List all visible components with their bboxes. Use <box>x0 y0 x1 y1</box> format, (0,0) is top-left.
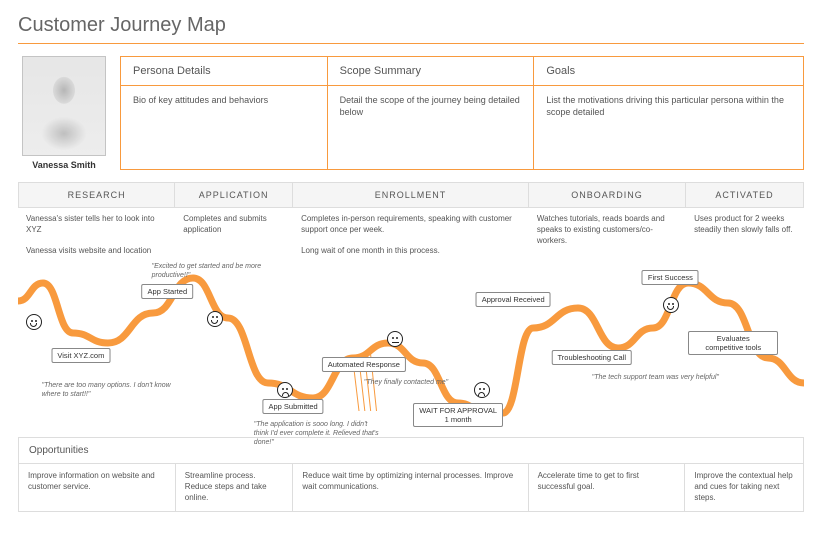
opportunity-cell: Streamline process. Reduce steps and tak… <box>176 464 294 510</box>
stage-desc: Watches tutorials, reads boards and spea… <box>529 208 686 263</box>
opportunities-title: Opportunities <box>19 438 803 464</box>
stage-desc: Completes in-person requirements, speaki… <box>293 208 529 263</box>
opportunity-cell: Accelerate time to get to first successf… <box>529 464 686 510</box>
emoji-happy-icon <box>26 314 42 330</box>
detail-cell: GoalsList the motivations driving this p… <box>534 57 803 169</box>
stage-header: ENROLLMENT <box>293 183 529 207</box>
journey-callout: Evaluatescompetitive tools <box>688 331 778 355</box>
journey-callout: App Started <box>142 284 194 299</box>
emoji-happy-icon <box>663 297 679 313</box>
journey-curve <box>18 263 804 433</box>
emoji-sad-icon <box>474 382 490 398</box>
journey-quote: "The application is sooo long. I didn't … <box>254 421 384 447</box>
detail-body: Bio of key attitudes and behaviors <box>121 86 327 134</box>
stage-header: ACTIVATED <box>686 183 804 207</box>
detail-head: Goals <box>534 57 803 86</box>
persona-column: Vanessa Smith <box>18 56 110 170</box>
detail-head: Persona Details <box>121 57 327 86</box>
detail-body: Detail the scope of the journey being de… <box>328 86 534 146</box>
stage-desc: Uses product for 2 weeks steadily then s… <box>686 208 804 263</box>
journey-callout: Automated Response <box>322 357 406 372</box>
journey-quote: "The tech support team was very helpful" <box>592 374 719 383</box>
persona-avatar <box>22 56 106 156</box>
emoji-happy-icon <box>207 311 223 327</box>
opportunity-cell: Reduce wait time by optimizing internal … <box>293 464 528 510</box>
journey-quote: "Excited to get started and be more prod… <box>152 263 282 281</box>
stage-headers: RESEARCHAPPLICATIONENROLLMENTONBOARDINGA… <box>18 182 804 208</box>
detail-body: List the motivations driving this partic… <box>534 86 803 146</box>
detail-cell: Persona DetailsBio of key attitudes and … <box>121 57 328 169</box>
journey-callout: Troubleshooting Call <box>552 350 633 365</box>
stage-header: APPLICATION <box>175 183 293 207</box>
journey-callout: WAIT FOR APPROVAL1 month <box>413 403 503 427</box>
stage-desc: Completes and submits application <box>175 208 293 263</box>
journey-callout: App Submitted <box>262 399 323 414</box>
stage-desc-row: Vanessa's sister tells her to look into … <box>18 208 804 263</box>
title-rule <box>18 43 804 44</box>
journey-callout: Visit XYZ.com <box>51 348 110 363</box>
detail-head: Scope Summary <box>328 57 534 86</box>
stage-header: RESEARCH <box>18 183 175 207</box>
persona-name: Vanessa Smith <box>18 160 110 170</box>
journey-quote: "They finally contacted me" <box>364 379 448 388</box>
stage-desc: Vanessa's sister tells her to look into … <box>18 208 175 263</box>
opportunity-cell: Improve information on website and custo… <box>19 464 176 510</box>
page-title: Customer Journey Map <box>18 14 804 37</box>
opportunities-row: Improve information on website and custo… <box>19 464 803 510</box>
journey-quote: "There are too many options. I don't kno… <box>42 382 172 400</box>
journey-area: Visit XYZ.com App Started App Submitted Aut… <box>18 263 804 433</box>
stage-header: ONBOARDING <box>529 183 686 207</box>
journey-callout: Approval Received <box>476 292 551 307</box>
top-row: Vanessa Smith Persona DetailsBio of key … <box>18 56 804 170</box>
opportunity-cell: Improve the contextual help and cues for… <box>685 464 803 510</box>
opportunities-section: Opportunities Improve information on web… <box>18 437 804 511</box>
journey-callout: First Success <box>642 270 699 285</box>
detail-cell: Scope SummaryDetail the scope of the jou… <box>328 57 535 169</box>
detail-grid: Persona DetailsBio of key attitudes and … <box>120 56 804 170</box>
